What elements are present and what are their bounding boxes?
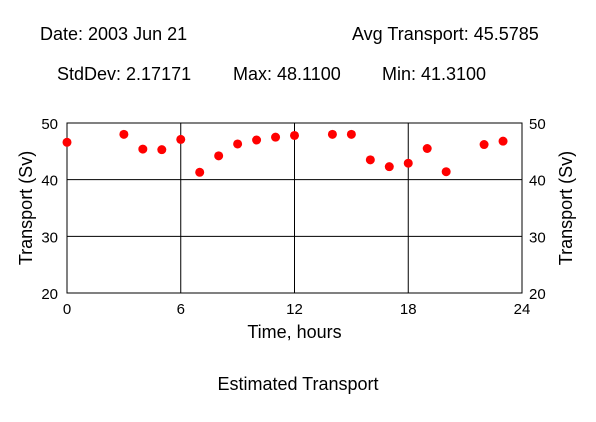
data-point bbox=[290, 130, 299, 140]
plot-frame bbox=[66, 122, 523, 294]
min-label: Min: 41.3100 bbox=[382, 64, 487, 84]
avg-transport-label: Avg Transport: 45.5785 bbox=[352, 24, 539, 44]
y-axis-title-left: Transport (Sv) bbox=[16, 151, 36, 265]
data-point bbox=[403, 158, 413, 168]
y-tick-label-left: 30 bbox=[41, 229, 58, 246]
data-point bbox=[62, 137, 72, 147]
data-point bbox=[119, 129, 129, 139]
y-tick-label-left: 40 bbox=[41, 173, 58, 190]
max-label: Max: 48.1100 bbox=[233, 64, 341, 84]
data-point bbox=[176, 134, 186, 144]
chart-caption: Estimated Transport bbox=[217, 374, 379, 394]
data-point bbox=[441, 167, 451, 177]
grid-layer bbox=[67, 123, 522, 293]
date-label: Date: 2003 Jun 21 bbox=[40, 24, 188, 44]
y-tick-label-right: 50 bbox=[529, 116, 546, 133]
data-point bbox=[138, 144, 148, 154]
point-layer bbox=[62, 129, 508, 177]
stddev-label: StdDev: 2.17171 bbox=[57, 64, 192, 84]
data-point bbox=[157, 145, 167, 155]
y-tick-label-right: 30 bbox=[529, 229, 546, 246]
y-tick-label-left: 20 bbox=[41, 286, 58, 303]
data-point bbox=[422, 144, 432, 153]
y-axis-title-right: Transport (Sv) bbox=[556, 151, 576, 265]
data-point bbox=[233, 139, 243, 149]
data-point bbox=[365, 155, 375, 165]
x-axis-title: Time, hours bbox=[247, 322, 341, 342]
data-point bbox=[346, 129, 356, 139]
data-point bbox=[384, 162, 394, 172]
x-tick-label: 0 bbox=[63, 301, 71, 318]
data-point bbox=[479, 140, 489, 150]
x-tick-label: 24 bbox=[514, 301, 531, 318]
data-point bbox=[327, 129, 337, 139]
y-tick-label-right: 40 bbox=[529, 173, 546, 190]
data-point bbox=[195, 167, 205, 177]
x-tick-label: 12 bbox=[286, 301, 303, 318]
y-tick-label-right: 20 bbox=[529, 286, 546, 303]
data-point bbox=[271, 132, 281, 142]
x-tick-label: 18 bbox=[400, 301, 417, 318]
data-point bbox=[214, 151, 224, 161]
data-point bbox=[498, 136, 508, 146]
y-tick-label-left: 50 bbox=[41, 116, 58, 133]
data-point bbox=[252, 135, 262, 145]
x-tick-label: 6 bbox=[177, 301, 185, 318]
